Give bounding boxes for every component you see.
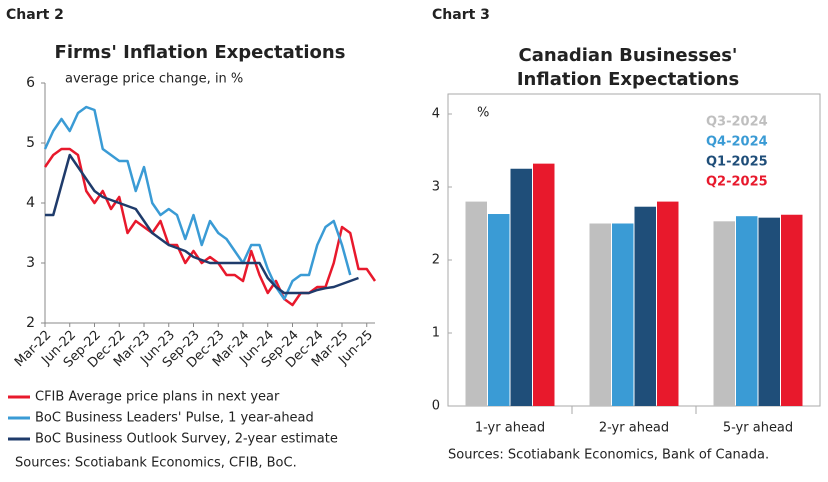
source: Sources: Scotiabank Economics, Bank of C…: [448, 448, 769, 463]
y-axis-label: %: [477, 106, 489, 121]
bar: [510, 168, 532, 406]
chart-title: Canadian Businesses': [519, 45, 738, 66]
x-tick-label: 2-yr ahead: [599, 421, 669, 436]
y-tick-label: 6: [26, 75, 35, 91]
source: Sources: Scotiabank Economics, CFIB, BoC…: [15, 456, 297, 471]
plot-frame: [447, 93, 821, 407]
chart-label: Chart 3: [432, 7, 490, 23]
bar: [465, 201, 487, 406]
chart-label: Chart 2: [6, 7, 64, 23]
y-tick-label: 1: [432, 326, 440, 341]
bar: [634, 206, 656, 406]
legend-label: BoC Business Leaders' Pulse, 1 year-ahea…: [35, 411, 314, 426]
x-tick-label: 1-yr ahead: [475, 421, 545, 436]
legend-label: Q1-2025: [706, 155, 768, 170]
y-tick-label: 2: [432, 253, 440, 268]
line-series: [45, 153, 359, 295]
bar: [736, 216, 758, 406]
y-tick-label: 3: [26, 255, 35, 271]
chart-subtitle: average price change, in %: [65, 72, 243, 87]
chart-title: Inflation Expectations: [517, 69, 739, 90]
legend-label: Q3-2024: [706, 115, 768, 130]
y-tick-label: 2: [26, 315, 35, 331]
legend-label: Q2-2025: [706, 175, 768, 190]
y-tick-label: 4: [432, 107, 440, 122]
y-tick-label: 5: [26, 135, 35, 151]
legend-label: CFIB Average price plans in next year: [35, 390, 280, 405]
bar: [589, 223, 611, 406]
line-series: [43, 105, 352, 301]
chart-title: Firms' Inflation Expectations: [55, 42, 346, 63]
bar: [657, 201, 679, 406]
legend-label: BoC Business Outlook Survey, 2-year esti…: [35, 432, 338, 447]
legend-label: Q4-2024: [706, 135, 768, 150]
y-tick-label: 0: [432, 399, 440, 414]
bar: [781, 214, 803, 406]
bar: [488, 214, 510, 406]
bar: [713, 221, 735, 406]
y-tick-label: 4: [26, 195, 35, 211]
bar: [758, 217, 780, 406]
y-tick-label: 3: [432, 180, 440, 195]
x-tick-label: 5-yr ahead: [723, 421, 793, 436]
bar: [533, 163, 555, 406]
bar: [612, 223, 634, 406]
